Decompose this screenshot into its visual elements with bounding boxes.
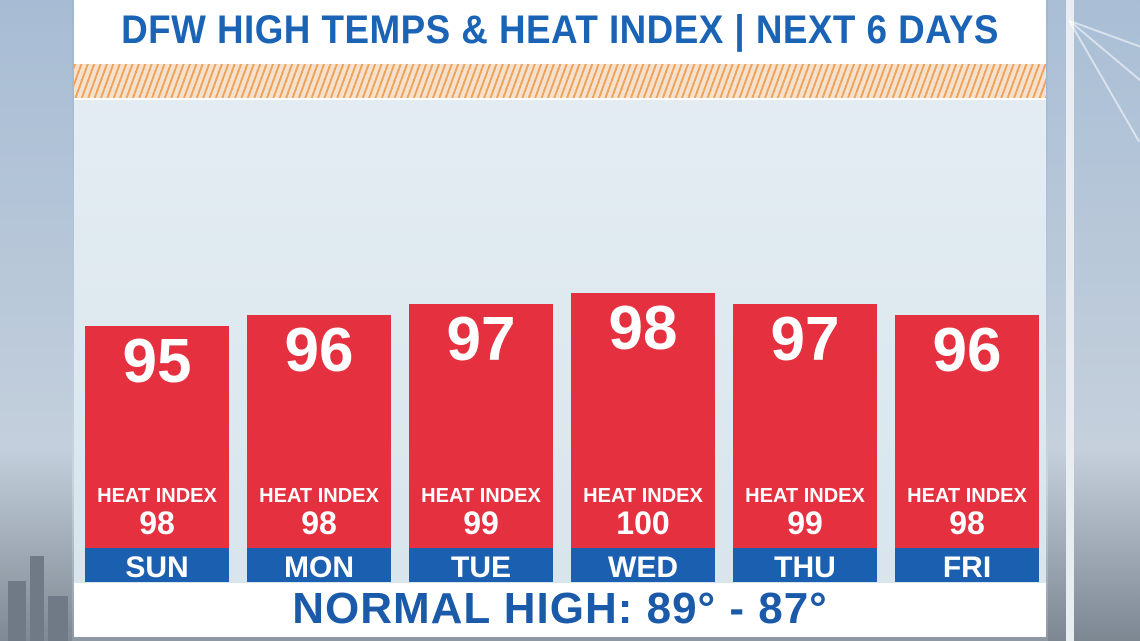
background-right xyxy=(1048,0,1140,641)
graphic-panel: DFW HIGH TEMPS & HEAT INDEX | NEXT 6 DAY… xyxy=(74,0,1046,637)
temp-bar xyxy=(733,304,877,548)
heat-index-value: 99 xyxy=(787,505,823,541)
heat-index-label: HEAT INDEX xyxy=(97,485,217,507)
heat-index-label: HEAT INDEX xyxy=(421,485,541,507)
heat-index-label: HEAT INDEX xyxy=(259,485,379,507)
day-label: THU xyxy=(774,551,836,583)
day-label: WED xyxy=(608,551,678,583)
skyline-building xyxy=(48,596,68,641)
temp-value-label: 98 xyxy=(609,294,678,363)
heat-index-value: 100 xyxy=(616,505,669,541)
day-band xyxy=(409,548,553,582)
heat-index-value: 98 xyxy=(139,505,175,541)
skyline-building xyxy=(8,581,26,641)
temp-bar xyxy=(409,304,553,548)
temp-value-label: 97 xyxy=(447,305,516,374)
heat-index-value: 99 xyxy=(463,505,499,541)
temp-bar xyxy=(247,315,391,548)
day-band xyxy=(85,548,229,582)
day-band xyxy=(571,548,715,582)
day-label: SUN xyxy=(125,551,188,583)
background-left xyxy=(0,0,72,641)
temp-bar xyxy=(895,315,1039,548)
temp-bar xyxy=(571,293,715,548)
heat-index-label: HEAT INDEX xyxy=(583,485,703,507)
bridge-tower xyxy=(1066,0,1074,641)
chart-title: DFW HIGH TEMPS & HEAT INDEX | NEXT 6 DAY… xyxy=(121,8,999,52)
temp-value-label: 96 xyxy=(285,316,354,385)
title-bar: DFW HIGH TEMPS & HEAT INDEX | NEXT 6 DAY… xyxy=(74,0,1046,64)
normal-high-text: NORMAL HIGH: 89° - 87° xyxy=(292,584,828,633)
temp-value-label: 97 xyxy=(771,305,840,374)
heat-index-value: 98 xyxy=(301,505,337,541)
temp-value-label: 96 xyxy=(933,316,1002,385)
temp-bar xyxy=(85,326,229,548)
temp-value-label: 95 xyxy=(123,327,192,396)
heat-index-label: HEAT INDEX xyxy=(907,485,1027,507)
skyline-building xyxy=(30,556,44,641)
day-label: FRI xyxy=(943,551,991,583)
day-label: TUE xyxy=(451,551,511,583)
normal-high-bar: NORMAL HIGH: 89° - 87° xyxy=(74,583,1046,637)
heat-index-value: 98 xyxy=(949,505,985,541)
day-label: MON xyxy=(284,551,354,583)
day-band xyxy=(247,548,391,582)
bridge-cable xyxy=(1068,20,1140,143)
decorative-stripe xyxy=(74,64,1046,100)
day-band xyxy=(895,548,1039,582)
day-band xyxy=(733,548,877,582)
heat-index-label: HEAT INDEX xyxy=(745,485,865,507)
